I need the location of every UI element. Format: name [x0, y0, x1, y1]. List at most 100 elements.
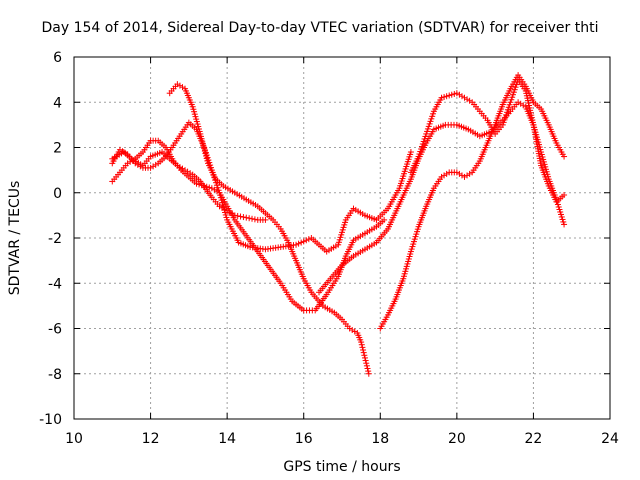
- data-point: [499, 121, 506, 128]
- data-point-interp: [240, 214, 247, 221]
- data-point-interp: [246, 215, 253, 222]
- data-point-interp: [425, 123, 432, 130]
- data-point: [381, 216, 388, 223]
- data-point-interp: [363, 362, 370, 369]
- y-tick-label: 6: [53, 50, 62, 66]
- data-point: [423, 130, 430, 137]
- data-point-interp: [509, 94, 516, 101]
- data-point-interp: [510, 91, 517, 98]
- data-point-interp: [421, 135, 428, 142]
- y-axis-label: SDTVAR / TECUs: [7, 181, 23, 296]
- data-point-interp: [430, 110, 437, 117]
- data-point-interp: [417, 148, 424, 155]
- data-point-interp: [251, 216, 258, 223]
- data-point: [201, 182, 208, 189]
- data-point: [561, 192, 568, 199]
- data-point: [415, 153, 422, 160]
- x-tick-label: 14: [218, 431, 236, 447]
- data-point-interp: [214, 184, 221, 191]
- data-point-interp: [249, 215, 256, 222]
- data-point: [407, 149, 414, 156]
- data-point-interp: [504, 109, 511, 116]
- data-point-interp: [422, 133, 429, 140]
- x-tick-label: 18: [371, 431, 389, 447]
- chart-title: Day 154 of 2014, Sidereal Day-to-day VTE…: [41, 20, 599, 36]
- data-point-interp: [206, 184, 213, 191]
- data-point-interp: [213, 182, 220, 189]
- data-point-interp: [198, 182, 205, 189]
- data-point-interp: [427, 118, 434, 125]
- y-tick-label: -6: [48, 322, 62, 338]
- data-point-interp: [234, 212, 241, 219]
- data-point-interp: [451, 90, 458, 97]
- data-point-interp: [504, 106, 511, 113]
- data-point-interp: [441, 93, 448, 100]
- data-point-interp: [512, 84, 519, 91]
- data-point-interp: [237, 213, 244, 220]
- data-point-interp: [426, 120, 433, 127]
- data-point-interp: [203, 183, 210, 190]
- x-tick-label: 10: [65, 431, 83, 447]
- data-point-interp: [503, 111, 510, 118]
- data-point-interp: [428, 115, 435, 122]
- x-tick-label: 24: [601, 431, 619, 447]
- data-point-interp: [502, 114, 509, 121]
- data-point-interp: [419, 140, 426, 147]
- data-point-interp: [416, 151, 423, 158]
- y-tick-label: 2: [53, 141, 62, 157]
- data-point: [438, 94, 445, 101]
- data-point: [361, 354, 368, 361]
- data-point-interp: [305, 236, 312, 243]
- y-tick-label: -4: [48, 276, 62, 292]
- data-point-interp: [196, 181, 203, 188]
- data-point-interp: [360, 349, 367, 356]
- data-point-interp: [424, 125, 431, 132]
- data-point: [365, 370, 372, 377]
- data-point-interp: [363, 360, 370, 367]
- data-point-interp: [508, 96, 515, 103]
- data-point: [561, 221, 568, 228]
- data-point-interp: [500, 119, 507, 126]
- data-point-interp: [300, 238, 307, 245]
- data-point-interp: [360, 346, 367, 353]
- y-tick-label: -8: [48, 367, 62, 383]
- x-axis-label: GPS time / hours: [283, 459, 400, 475]
- data-points: [109, 72, 568, 377]
- data-point-interp: [420, 138, 427, 145]
- data-point: [193, 180, 200, 187]
- data-point: [446, 92, 453, 99]
- data-point-interp: [358, 341, 365, 348]
- data-point-interp: [359, 344, 366, 351]
- x-tick-label: 22: [525, 431, 543, 447]
- data-point: [507, 99, 514, 106]
- data-point-interp: [361, 352, 368, 359]
- data-point-interp: [505, 104, 512, 111]
- data-point-interp: [418, 146, 425, 153]
- x-tick-label: 16: [295, 431, 313, 447]
- data-point-interp: [303, 237, 310, 244]
- data-point: [293, 241, 300, 248]
- data-point-interp: [295, 240, 302, 247]
- data-point-interp: [424, 128, 431, 135]
- data-point-interp: [506, 101, 513, 108]
- data-point-interp: [362, 357, 369, 364]
- data-point-interp: [364, 365, 371, 372]
- y-tick-label: -2: [48, 231, 62, 247]
- data-point-interp: [448, 91, 455, 98]
- data-point-interp: [365, 368, 372, 375]
- data-point-interp: [443, 93, 450, 100]
- data-point: [243, 214, 250, 221]
- data-point-interp: [298, 239, 305, 246]
- data-point-interp: [501, 116, 508, 123]
- data-point-interp: [429, 113, 436, 120]
- y-tick-label: 0: [53, 186, 62, 202]
- data-point-interp: [513, 81, 520, 88]
- data-point-interp: [511, 86, 518, 93]
- x-tick-label: 12: [142, 431, 160, 447]
- y-tick-label: 4: [53, 95, 62, 111]
- x-tick-label: 20: [448, 431, 466, 447]
- data-point: [262, 216, 269, 223]
- data-point-interp: [418, 143, 425, 150]
